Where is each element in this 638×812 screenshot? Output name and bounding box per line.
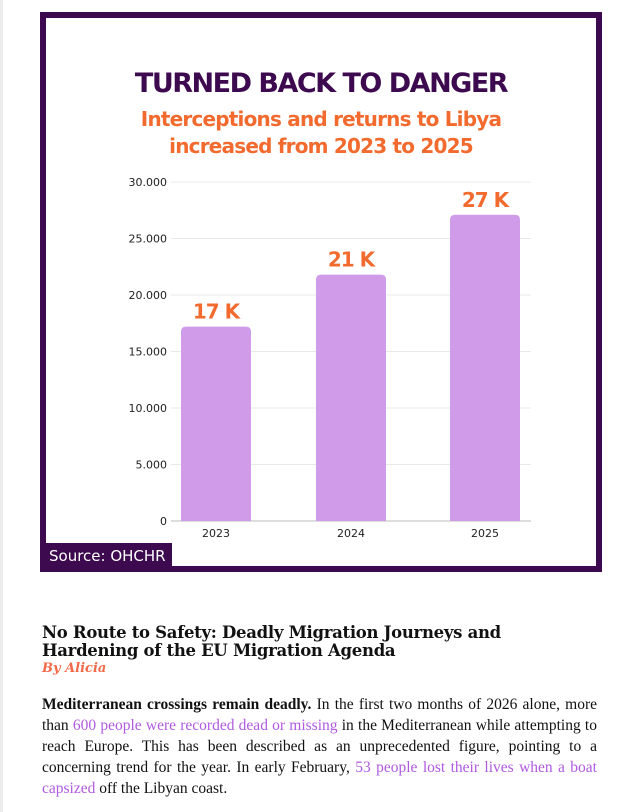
x-tick-label: 2025 xyxy=(471,527,499,540)
chart-subtitle-line-1: Interceptions and returns to Libya xyxy=(140,107,502,131)
article-title: No Route to Safety: Deadly Migration Jou… xyxy=(42,623,501,660)
y-tick-label: 10.000 xyxy=(129,402,168,415)
y-tick-label: 0 xyxy=(160,515,167,528)
x-tick-label: 2024 xyxy=(337,527,365,540)
y-tick-label: 20.000 xyxy=(129,289,168,302)
chart-figure: TURNED BACK TO DANGER Interceptions and … xyxy=(40,12,602,572)
page-edge xyxy=(0,0,3,812)
bar xyxy=(316,274,386,521)
chart-title: TURNED BACK TO DANGER xyxy=(134,68,509,99)
source-label: Source: OHCHR xyxy=(42,543,172,570)
article-paragraph: Mediterranean crossings remain deadly. I… xyxy=(42,694,597,799)
link-dead-or-missing[interactable]: 600 people were recorded dead or missing xyxy=(72,717,338,734)
y-tick-label: 30.000 xyxy=(129,176,168,189)
chart-subtitle: Interceptions and returns to Libya incre… xyxy=(46,106,596,160)
y-tick-label: 15.000 xyxy=(129,346,168,359)
bar-chart: 0 5.000 10.000 15.000 20.000 25.000 30.000 17 K… xyxy=(129,176,531,540)
lead-bold: Mediterranean crossings remain deadly. xyxy=(42,696,312,713)
bar xyxy=(181,326,251,521)
y-tick-label: 5.000 xyxy=(136,459,168,472)
data-label: 21 K xyxy=(328,248,377,272)
y-tick-label: 25.000 xyxy=(129,233,168,246)
bar xyxy=(450,214,520,521)
article-byline: By Alicia xyxy=(42,661,107,676)
chart-subtitle-line-2: increased from 2023 to 2025 xyxy=(169,134,473,158)
link-boat-capsized[interactable]: 53 people lost their lives when a boat c… xyxy=(42,759,597,797)
x-tick-label: 2023 xyxy=(202,527,230,540)
data-label: 17 K xyxy=(193,300,242,324)
data-label: 27 K xyxy=(462,188,511,212)
article: No Route to Safety: Deadly Migration Jou… xyxy=(42,624,597,799)
paragraph-text: in the Mediterranean while attempting to… xyxy=(42,717,597,776)
paragraph-text: In the first two months of 2026 alone, m… xyxy=(42,696,598,734)
paragraph-text: off the Libyan coast. xyxy=(95,780,228,797)
